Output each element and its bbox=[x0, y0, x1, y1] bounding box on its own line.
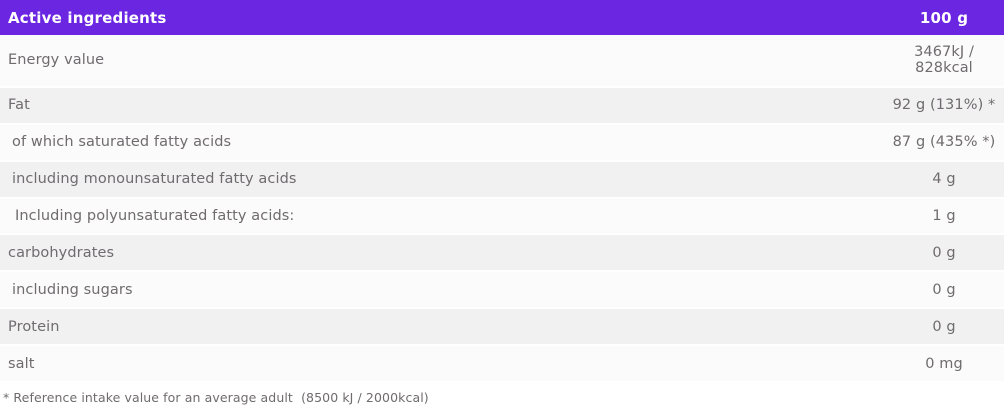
table-row-carbohydrates: carbohydrates 0 g bbox=[0, 235, 1004, 273]
table-row-fat: Fat 92 g (131%) * bbox=[0, 87, 1004, 125]
row-label: Fat bbox=[8, 97, 30, 114]
row-value: 87 g (435% *) bbox=[892, 134, 996, 151]
reference-note: * Reference intake value for an average … bbox=[0, 383, 1004, 411]
row-value: 0 g bbox=[932, 318, 956, 335]
row-label: salt bbox=[8, 355, 35, 372]
row-label: Energy value bbox=[8, 52, 105, 69]
row-value: 3467kJ / 828kcal bbox=[914, 44, 974, 77]
table-row-polyunsaturated-fat: Including polyunsaturated fatty acids: 1… bbox=[0, 198, 1004, 236]
table-row-sugars: including sugars 0 g bbox=[0, 272, 1004, 310]
row-label: including sugars bbox=[12, 281, 133, 298]
row-value: 0 g bbox=[932, 281, 956, 298]
row-label: carbohydrates bbox=[8, 244, 115, 261]
table-row-monounsaturated-fat: including monounsaturated fatty acids 4 … bbox=[0, 161, 1004, 199]
row-value: 92 g (131%) * bbox=[892, 97, 996, 114]
row-label: Including polyunsaturated fatty acids: bbox=[15, 208, 295, 224]
table-row-salt: salt 0 mg bbox=[0, 346, 1004, 384]
table-header-title: Active ingredients bbox=[8, 8, 167, 27]
row-value: 0 g bbox=[932, 244, 956, 261]
row-label: Protein bbox=[8, 318, 60, 335]
row-value: 0 mg bbox=[925, 355, 963, 372]
table-header-amount: 100 g bbox=[919, 8, 969, 27]
table-row-saturated-fat: of which saturated fatty acids 87 g (435… bbox=[0, 124, 1004, 162]
row-value: 1 g bbox=[932, 208, 956, 224]
row-value: 4 g bbox=[932, 171, 956, 188]
table-header: Active ingredients 100 g bbox=[0, 0, 1004, 35]
row-label: of which saturated fatty acids bbox=[12, 134, 232, 151]
table-row-energy: Energy value 3467kJ / 828kcal bbox=[0, 35, 1004, 88]
table-body: Energy value 3467kJ / 828kcal Fat 92 g (… bbox=[0, 35, 1004, 384]
row-label: including monounsaturated fatty acids bbox=[12, 171, 297, 188]
table-row-protein: Protein 0 g bbox=[0, 309, 1004, 347]
